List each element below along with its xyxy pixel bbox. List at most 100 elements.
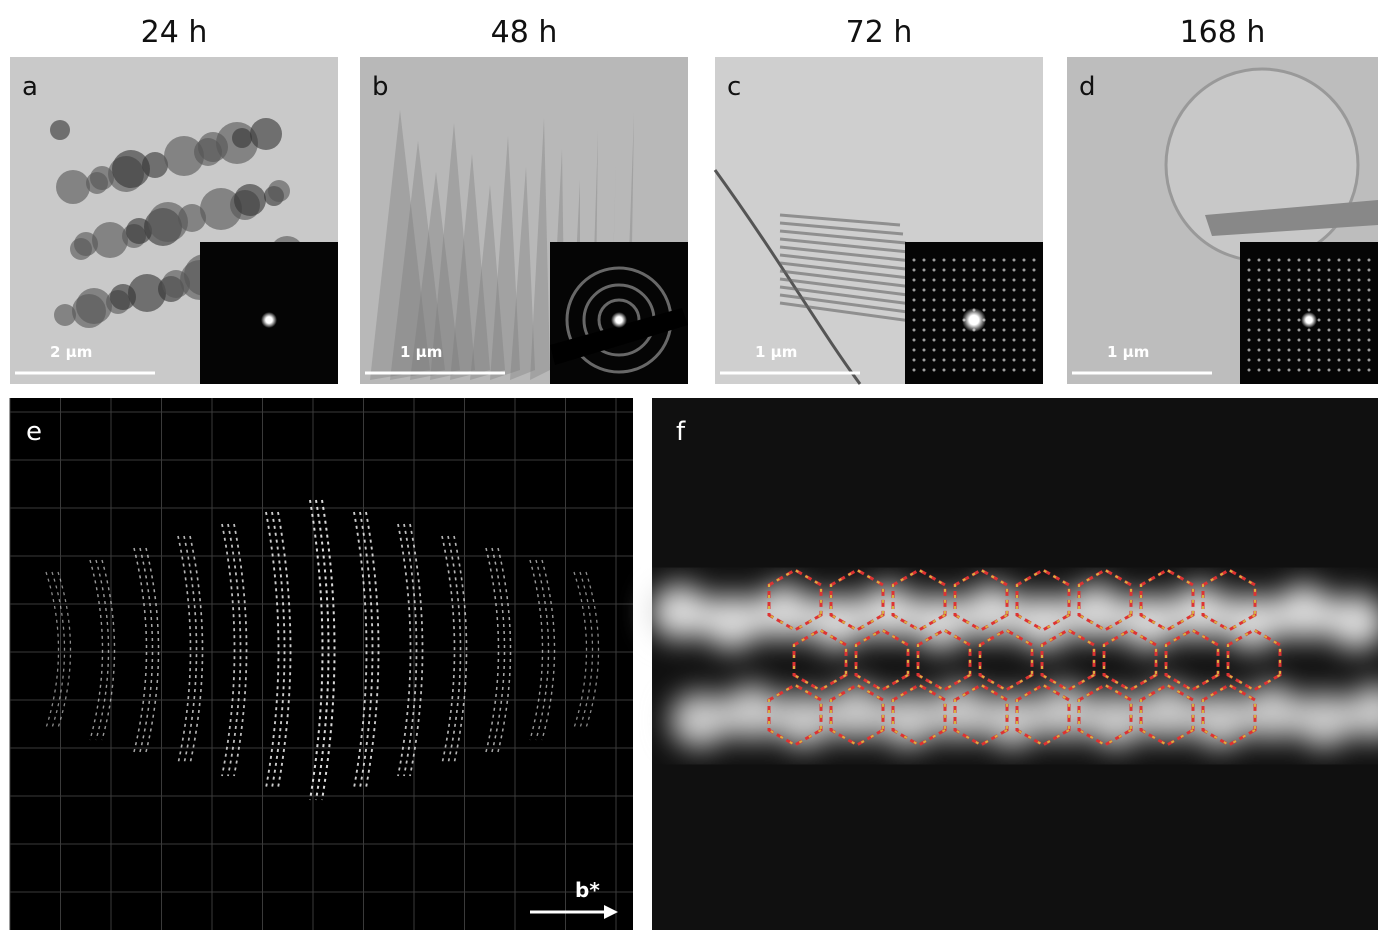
particle <box>110 284 136 310</box>
spot <box>973 349 976 352</box>
spot <box>1358 269 1361 272</box>
spot <box>913 309 916 312</box>
spot <box>1338 269 1341 272</box>
spot <box>1013 349 1016 352</box>
spot <box>1288 259 1291 262</box>
spot <box>1328 279 1331 282</box>
spot <box>943 349 946 352</box>
spot <box>993 289 996 292</box>
spot <box>983 349 986 352</box>
spot <box>913 289 916 292</box>
spot <box>993 349 996 352</box>
particle <box>148 202 188 242</box>
spot <box>1358 349 1361 352</box>
spot <box>923 359 926 362</box>
spot <box>1368 289 1371 292</box>
spot <box>1348 329 1351 332</box>
panel-e <box>10 398 633 930</box>
spot <box>993 329 996 332</box>
spot <box>1258 369 1261 372</box>
spot <box>1328 259 1331 262</box>
spot <box>943 339 946 342</box>
spot <box>1278 289 1281 292</box>
spot <box>1023 259 1026 262</box>
spot <box>1328 359 1331 362</box>
spot <box>1338 369 1341 372</box>
spot <box>1358 329 1361 332</box>
spot <box>1023 349 1026 352</box>
particle <box>234 184 266 216</box>
spot <box>973 339 976 342</box>
spot <box>993 369 996 372</box>
spot <box>1268 279 1271 282</box>
spot <box>1023 299 1026 302</box>
spot <box>933 359 936 362</box>
spot <box>933 259 936 262</box>
spot <box>993 269 996 272</box>
spot <box>913 329 916 332</box>
spot <box>913 279 916 282</box>
spot <box>943 309 946 312</box>
spot <box>1308 299 1311 302</box>
spot <box>953 359 956 362</box>
spot <box>1358 289 1361 292</box>
spot <box>1023 329 1026 332</box>
spot <box>1023 319 1026 322</box>
spot <box>963 329 966 332</box>
spot <box>1368 259 1371 262</box>
spot <box>1013 339 1016 342</box>
spot <box>1338 359 1341 362</box>
spot <box>1033 269 1036 272</box>
spot <box>1348 289 1351 292</box>
spot <box>943 279 946 282</box>
spot <box>913 349 916 352</box>
spot <box>943 289 946 292</box>
spot <box>1258 319 1261 322</box>
spot <box>1358 369 1361 372</box>
spot <box>933 299 936 302</box>
spot <box>973 289 976 292</box>
time-label: 168 h <box>1180 15 1266 50</box>
spot <box>1033 259 1036 262</box>
spot <box>1033 279 1036 282</box>
spot <box>1318 369 1321 372</box>
spot <box>953 299 956 302</box>
scale-bar-label: 1 µm <box>755 343 797 361</box>
spot <box>1268 309 1271 312</box>
spot <box>973 369 976 372</box>
spot <box>1248 289 1251 292</box>
spot <box>1338 339 1341 342</box>
spot <box>983 309 986 312</box>
spot <box>1298 329 1301 332</box>
spot <box>1288 309 1291 312</box>
particle <box>56 170 90 204</box>
spot <box>1298 319 1301 322</box>
spot <box>1003 359 1006 362</box>
panel-label: d <box>1079 72 1096 102</box>
spot <box>1328 349 1331 352</box>
spot <box>1258 269 1261 272</box>
spot <box>1278 309 1281 312</box>
spot <box>1248 299 1251 302</box>
spot <box>933 309 936 312</box>
spot <box>923 309 926 312</box>
spot <box>1003 339 1006 342</box>
spot <box>1348 339 1351 342</box>
bright <box>1066 584 1126 640</box>
spot <box>1368 299 1371 302</box>
spot <box>1338 319 1341 322</box>
spot <box>1258 289 1261 292</box>
spot <box>1348 359 1351 362</box>
spot <box>1358 319 1361 322</box>
spot <box>1298 309 1301 312</box>
spot <box>1278 299 1281 302</box>
spot <box>923 269 926 272</box>
particle <box>50 120 70 140</box>
spot <box>963 339 966 342</box>
spot <box>1278 279 1281 282</box>
spot <box>1268 329 1271 332</box>
spot <box>1318 329 1321 332</box>
spot <box>1248 329 1251 332</box>
spot <box>1033 299 1036 302</box>
spot <box>1368 369 1371 372</box>
